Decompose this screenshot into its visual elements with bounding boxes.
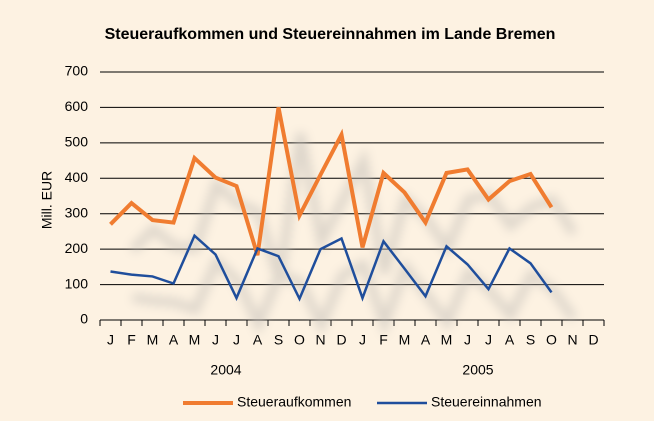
x-tick-label: M (441, 332, 453, 348)
x-group-label: 2005 (462, 362, 493, 378)
line (109, 107, 554, 256)
x-tick-label: A (253, 332, 263, 348)
x-tick-label: F (379, 332, 388, 348)
x-tick-label: D (588, 332, 598, 348)
y-tick-label: 0 (80, 311, 88, 327)
x-tick-label: A (421, 332, 431, 348)
y-axis-label: Mill. EUR (39, 171, 55, 229)
y-tick-label: 400 (65, 169, 89, 185)
x-tick-label: J (485, 332, 492, 348)
x-tick-label: J (359, 332, 366, 348)
y-tick-label: 700 (65, 63, 89, 79)
x-tick-label: D (336, 332, 346, 348)
x-tick-label: N (567, 332, 577, 348)
x-tick-label: F (127, 332, 136, 348)
x-tick-label: M (147, 332, 159, 348)
x-tick-label: M (399, 332, 411, 348)
x-tick-label: M (189, 332, 201, 348)
x-tick-label: A (505, 332, 515, 348)
x-tick-label: J (107, 332, 114, 348)
y-tick-label: 300 (65, 204, 89, 220)
x-tick-label: N (315, 332, 325, 348)
legend-label: Steuereinnahmen (431, 394, 542, 410)
x-tick-label: S (526, 332, 535, 348)
y-tick-label: 500 (65, 134, 89, 150)
x-tick-label: J (212, 332, 219, 348)
x-tick-label: A (169, 332, 179, 348)
x-tick-label: S (274, 332, 283, 348)
y-tick-label: 100 (65, 275, 89, 291)
x-group-label: 2004 (210, 362, 241, 378)
y-tick-label: 600 (65, 98, 89, 114)
x-tick-label: O (294, 332, 305, 348)
chart-title: Steueraufkommen und Steuereinnahmen im L… (105, 26, 556, 43)
x-tick-label: O (546, 332, 557, 348)
x-tick-label: J (233, 332, 240, 348)
x-tick-label: J (464, 332, 471, 348)
y-tick-label: 200 (65, 240, 89, 256)
legend-label: Steueraufkommen (237, 394, 351, 410)
line (110, 233, 553, 302)
